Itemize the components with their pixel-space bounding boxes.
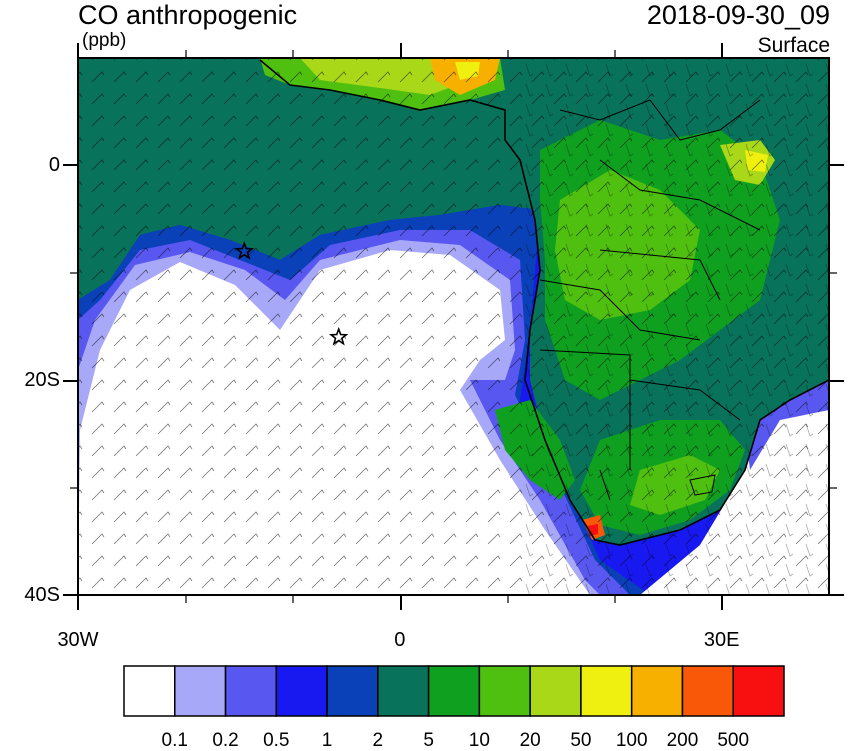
colorbar-label: 50	[570, 730, 592, 751]
colorbar-swatch	[529, 665, 582, 717]
axis-ticks	[63, 43, 844, 610]
lat-label: 40S	[24, 584, 60, 606]
units-label: (ppb)	[82, 30, 127, 51]
colorbar-swatch	[123, 665, 176, 717]
level-label: Surface	[757, 34, 830, 57]
colorbar-label: 20	[519, 730, 541, 751]
colorbar-swatch	[630, 665, 684, 717]
colorbar-label: 5	[423, 730, 434, 751]
colorbar-label: 10	[468, 730, 490, 751]
colorbar	[123, 665, 785, 717]
colorbar-label: 0.2	[212, 730, 239, 751]
lat-label: 20S	[24, 369, 60, 392]
field-layer	[78, 58, 829, 595]
wind-barbs-land	[520, 58, 829, 595]
colorbar-swatch	[681, 665, 734, 717]
lon-label: 30W	[57, 629, 99, 651]
colorbar-swatch	[580, 665, 633, 717]
datetime-label: 2018-09-30_09	[646, 0, 830, 30]
colorbar-label: 2	[372, 730, 384, 751]
colorbar-label: 0.5	[263, 730, 290, 751]
colorbar-label: 500	[717, 730, 750, 751]
colorbar-label: 200	[666, 730, 699, 751]
colorbar-swatch	[377, 665, 430, 717]
colorbar-swatch	[224, 665, 278, 717]
colorbar-label: 0.1	[161, 730, 188, 751]
map-title: CO anthropogenic	[78, 0, 298, 30]
colorbar-swatch	[174, 665, 227, 717]
axis-minor-ticks	[70, 50, 837, 603]
country-borders	[539, 99, 761, 501]
colorbar-label: 1	[321, 730, 333, 751]
lat-label: 0	[48, 154, 60, 177]
map-frame	[77, 57, 830, 596]
colorbar-swatch	[732, 665, 785, 717]
colorbar-swatch	[326, 665, 379, 717]
colorbar-swatch	[478, 665, 531, 717]
colorbar-swatch	[275, 665, 328, 717]
star-markers	[234, 241, 349, 346]
colorbar-swatch	[427, 665, 481, 717]
lon-label: 0	[394, 629, 406, 651]
star-1-marker	[234, 241, 255, 260]
lon-label: 30E	[703, 629, 740, 651]
star-2-marker	[328, 326, 349, 346]
colorbar-label: 100	[615, 730, 648, 751]
coastline	[259, 59, 829, 546]
